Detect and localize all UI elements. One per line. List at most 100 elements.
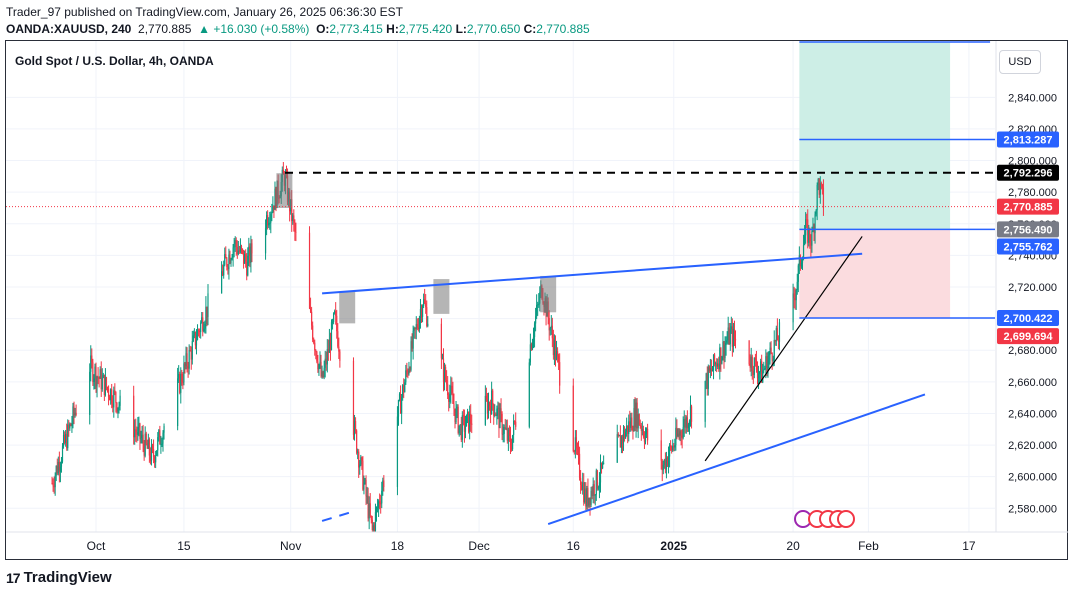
candle-body: [772, 359, 774, 361]
candle-body: [814, 214, 816, 234]
candle-body: [757, 373, 760, 379]
stop-zone: [799, 229, 951, 318]
candle-body: [819, 183, 821, 195]
candle-body: [792, 293, 794, 323]
x-tick-label: 2025: [660, 539, 687, 553]
candle-body: [380, 503, 382, 505]
candle-body: [470, 413, 472, 424]
candle-body: [194, 331, 197, 346]
candle-body: [187, 366, 189, 369]
candle-body: [69, 423, 71, 429]
candle-body: [639, 425, 641, 427]
candle-body: [236, 247, 238, 255]
y-tick-label: 2,680.000: [1008, 345, 1057, 357]
candle-body: [163, 426, 165, 433]
candle-body: [487, 402, 490, 414]
candle-body: [99, 369, 101, 379]
candle-body: [251, 243, 253, 254]
candle-body: [206, 306, 208, 317]
candle-body: [462, 415, 464, 417]
candle-body: [405, 370, 407, 383]
candle-body: [316, 351, 318, 362]
publish-info: Trader_97 published on TradingView.com, …: [6, 5, 403, 19]
candle-body: [515, 421, 517, 427]
candle-body: [559, 362, 561, 386]
price-label: 2,700.422: [1004, 313, 1053, 325]
candle-body: [363, 482, 365, 490]
candle-body: [52, 483, 54, 487]
candle-body: [461, 415, 463, 440]
candle-body: [151, 445, 154, 450]
candle-body: [147, 439, 149, 449]
candle-body: [369, 503, 371, 516]
candle-body: [139, 423, 141, 440]
candle-body: [330, 322, 333, 350]
candle-body: [798, 255, 800, 266]
candle-body: [101, 377, 103, 390]
candle-body: [575, 437, 578, 449]
candle-body: [705, 373, 707, 382]
candle-body: [725, 342, 727, 346]
candle-body: [598, 482, 601, 488]
candle-body: [706, 373, 708, 389]
candle-body: [678, 433, 680, 436]
candle-body: [600, 462, 603, 469]
candle-body: [686, 417, 688, 429]
candle-body: [471, 423, 473, 425]
symbol[interactable]: OANDA:XAUUSD, 240: [6, 22, 132, 36]
candle-body: [496, 408, 498, 416]
candle-body: [720, 347, 722, 364]
candle-body: [806, 219, 808, 221]
candle-body: [55, 466, 57, 476]
candle-body: [326, 349, 328, 365]
candle-body: [195, 339, 198, 346]
currency-button[interactable]: USD: [999, 50, 1041, 74]
candle-body: [293, 215, 295, 223]
candle-body: [799, 255, 802, 267]
price-label-box: [997, 198, 1059, 215]
candle-body: [321, 371, 323, 377]
candle-body: [769, 347, 771, 355]
candle-body: [311, 311, 313, 326]
candle-body: [640, 425, 642, 431]
candle-body: [73, 406, 75, 415]
y-tick-label: 2,840.000: [1008, 92, 1057, 104]
candle-body: [664, 459, 666, 470]
candle-body: [590, 490, 592, 505]
candle-body: [728, 327, 730, 345]
candle-body: [224, 254, 226, 265]
candle-body: [382, 480, 384, 491]
candle-body: [582, 482, 584, 490]
candle-body: [359, 464, 361, 468]
candle-body: [332, 313, 335, 322]
candle-body: [552, 338, 554, 356]
candle-body: [628, 421, 630, 434]
candle-body: [401, 397, 403, 414]
candle-body: [574, 437, 576, 452]
candle-body: [493, 404, 495, 416]
candle-body: [268, 222, 270, 226]
steep-trend-trendline: [704, 236, 863, 462]
candle-body: [666, 458, 669, 466]
candle-body: [291, 199, 293, 221]
candle-body: [646, 428, 649, 441]
candle-body: [732, 329, 735, 347]
tradingview-footer: 17 TradingView: [6, 569, 112, 586]
candle-body: [671, 446, 673, 451]
marked-high-box: [433, 279, 450, 314]
candle-body: [409, 368, 411, 370]
candle-body: [625, 431, 627, 439]
candle-body: [95, 366, 97, 387]
x-tick-label: Dec: [468, 539, 489, 553]
candle-body: [245, 254, 247, 262]
candle-body: [183, 363, 185, 383]
candle-body: [92, 362, 94, 383]
candle-body: [110, 389, 112, 401]
candle-body: [192, 335, 194, 342]
price-label: 2,755.762: [1004, 241, 1053, 253]
candle-body: [411, 341, 413, 349]
candle-body: [134, 429, 136, 438]
candle-body: [532, 337, 535, 343]
chart-title: Gold Spot / U.S. Dollar, 4h, OANDA: [15, 54, 214, 68]
